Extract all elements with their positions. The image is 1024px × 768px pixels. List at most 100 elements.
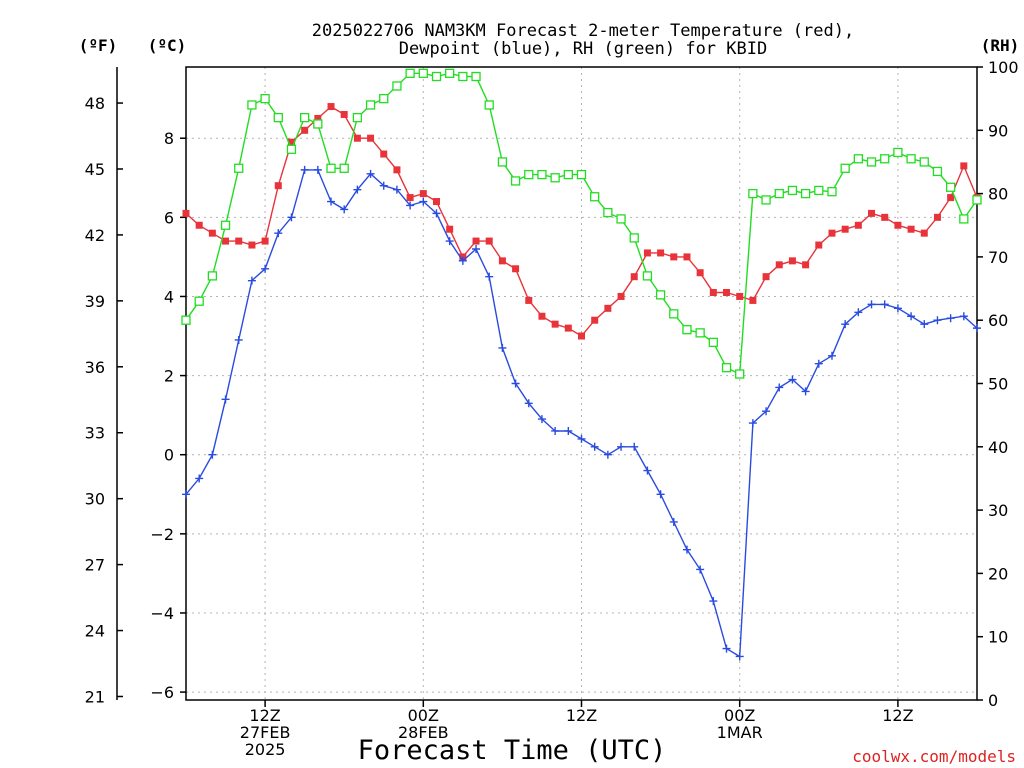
dewpoint-point	[261, 264, 270, 273]
rh-point	[313, 119, 323, 129]
rh-point	[748, 188, 758, 199]
dewpoint-point	[419, 197, 428, 206]
dewpoint-point	[182, 490, 190, 499]
dewpoint-point	[300, 165, 309, 174]
rh-tick-label: 60	[988, 311, 1008, 330]
temperature-point	[749, 296, 757, 304]
rh-point	[682, 325, 692, 335]
temperature-point	[802, 261, 810, 269]
celsius-tick-label: 4	[164, 287, 174, 306]
rh-point	[880, 154, 890, 164]
temperature-point	[762, 273, 770, 281]
temperature-point	[498, 257, 506, 265]
dewpoint-point	[682, 545, 691, 554]
dewpoint-point	[353, 185, 362, 194]
x-tick-label: 12Z	[566, 706, 597, 725]
dewpoint-point	[274, 229, 283, 238]
rh-point	[761, 195, 771, 205]
dewpoint-point	[748, 419, 757, 428]
temperature-point	[274, 182, 282, 190]
rh-point	[827, 187, 837, 197]
dewpoint-point	[920, 320, 929, 329]
celsius-tick-label: 8	[164, 129, 174, 148]
fahrenheit-tick-label: 36	[85, 358, 105, 377]
dewpoint-point	[959, 312, 968, 321]
rh-point	[458, 71, 468, 82]
celsius-tick-label: −4	[150, 604, 174, 623]
rh-point	[774, 188, 784, 199]
dewpoint-point	[841, 320, 850, 329]
dewpoint-point	[696, 565, 705, 574]
rh-point	[510, 176, 521, 186]
x-axis-label: Forecast Time (UTC)	[358, 735, 667, 766]
temperature-series	[182, 103, 981, 340]
dewpoint-point	[379, 181, 388, 190]
dewpoint-point	[630, 442, 639, 451]
rh-point	[286, 144, 297, 154]
temperature-point	[301, 126, 309, 134]
temperature-point	[182, 209, 190, 217]
rh-point	[893, 147, 903, 158]
temperature-point	[564, 324, 572, 332]
temperature-point	[340, 110, 348, 118]
rh-point	[247, 100, 257, 110]
temperature-point	[432, 198, 440, 206]
fahrenheit-unit-label: (ºF)	[79, 36, 118, 55]
dewpoint-point	[445, 237, 454, 246]
rh-point	[590, 192, 600, 202]
dewpoint-point	[564, 426, 573, 435]
temperature-point	[235, 237, 243, 245]
dewpoint-point	[498, 343, 507, 352]
temperature-point	[907, 225, 915, 233]
fahrenheit-tick-label: 33	[85, 424, 105, 443]
temperature-point	[828, 229, 836, 237]
dewpoint-point	[485, 272, 494, 281]
temperature-point	[854, 221, 862, 229]
temperature-point	[933, 213, 941, 221]
rh-tick-label: 90	[988, 121, 1008, 140]
rh-point	[273, 112, 283, 123]
rh-point	[655, 290, 666, 300]
rh-tick-label: 70	[988, 248, 1008, 267]
dewpoint-point	[287, 213, 296, 222]
temperature-point	[327, 103, 335, 111]
celsius-tick-label: −6	[150, 683, 174, 702]
dewpoint-series	[182, 165, 981, 661]
dewpoint-point	[617, 442, 626, 451]
temperature-point	[367, 134, 375, 142]
rh-point	[932, 166, 943, 177]
fahrenheit-tick-label: 30	[85, 490, 105, 509]
temperature-point	[894, 221, 902, 229]
fahrenheit-tick-label: 45	[85, 160, 105, 179]
dewpoint-point	[366, 169, 375, 178]
rh-point	[721, 363, 732, 373]
rh-point	[405, 68, 415, 78]
temperature-point	[683, 253, 691, 261]
rh-tick-label: 0	[988, 691, 998, 710]
temperature-point	[960, 162, 968, 170]
rh-point	[959, 214, 969, 224]
rh-point	[563, 169, 573, 180]
rh-point	[708, 337, 718, 348]
rh-point	[735, 369, 745, 379]
rh-series	[181, 68, 982, 379]
dewpoint-point	[656, 490, 665, 499]
celsius-tick-label: 6	[164, 208, 174, 227]
dewpoint-point	[208, 450, 217, 459]
temperature-point	[788, 257, 796, 265]
x-tick-label: 12Z	[882, 706, 913, 725]
dewpoint-point	[669, 517, 678, 526]
temperature-point	[446, 225, 454, 233]
rh-tick-label: 30	[988, 501, 1008, 520]
x-tick-label: 27FEB	[240, 723, 291, 742]
temperature-point	[538, 312, 546, 320]
rh-point	[418, 68, 428, 78]
temperature-point	[881, 213, 889, 221]
dewpoint-point	[709, 597, 718, 606]
temperature-point	[525, 296, 533, 304]
dewpoint-point	[854, 308, 863, 317]
temperature-point	[314, 114, 322, 122]
dewpoint-point	[801, 387, 810, 396]
temperature-point	[696, 269, 704, 277]
